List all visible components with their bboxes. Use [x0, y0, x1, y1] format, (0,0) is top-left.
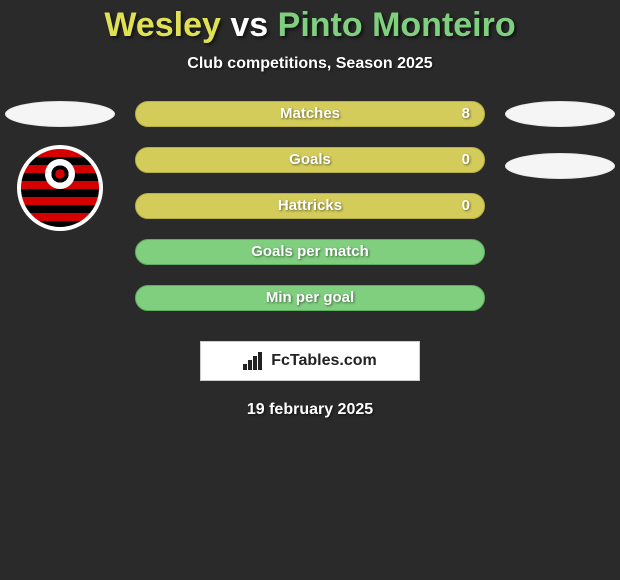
stat-label: Goals	[289, 151, 331, 168]
stat-bar: Matches 8	[135, 101, 485, 127]
stat-label: Matches	[280, 105, 340, 122]
comparison-title: Wesley vs Pinto Monteiro	[0, 0, 620, 45]
player1-name: Wesley	[104, 6, 221, 44]
comparison-stage: Matches 8 Goals 0 Hattricks 0 Goals per match M…	[0, 101, 620, 311]
logo-text: FcTables.com	[271, 352, 377, 370]
player2-avatar-placeholder	[505, 101, 615, 127]
stat-bar: Min per goal	[135, 285, 485, 311]
stat-bar: Goals 0	[135, 147, 485, 173]
vs-text: vs	[230, 6, 268, 44]
stat-label: Goals per match	[251, 243, 369, 260]
stat-label: Min per goal	[266, 289, 354, 306]
stat-right-value: 0	[462, 148, 470, 172]
subtitle: Club competitions, Season 2025	[0, 55, 620, 73]
stat-label: Hattricks	[278, 197, 342, 214]
player1-avatar-placeholder	[5, 101, 115, 127]
player2-name: Pinto Monteiro	[278, 6, 516, 44]
player1-column	[0, 101, 120, 231]
fctables-logo: FcTables.com	[200, 341, 420, 381]
generated-date: 19 february 2025	[0, 401, 620, 419]
player1-club-badge	[17, 145, 103, 231]
bar-chart-icon	[243, 352, 265, 370]
stat-bars: Matches 8 Goals 0 Hattricks 0 Goals per match M…	[135, 101, 485, 311]
player2-column	[500, 101, 620, 205]
stat-right-value: 0	[462, 194, 470, 218]
stat-right-value: 8	[462, 102, 470, 126]
player2-club-badge-placeholder	[505, 153, 615, 179]
stat-bar: Hattricks 0	[135, 193, 485, 219]
stat-bar: Goals per match	[135, 239, 485, 265]
